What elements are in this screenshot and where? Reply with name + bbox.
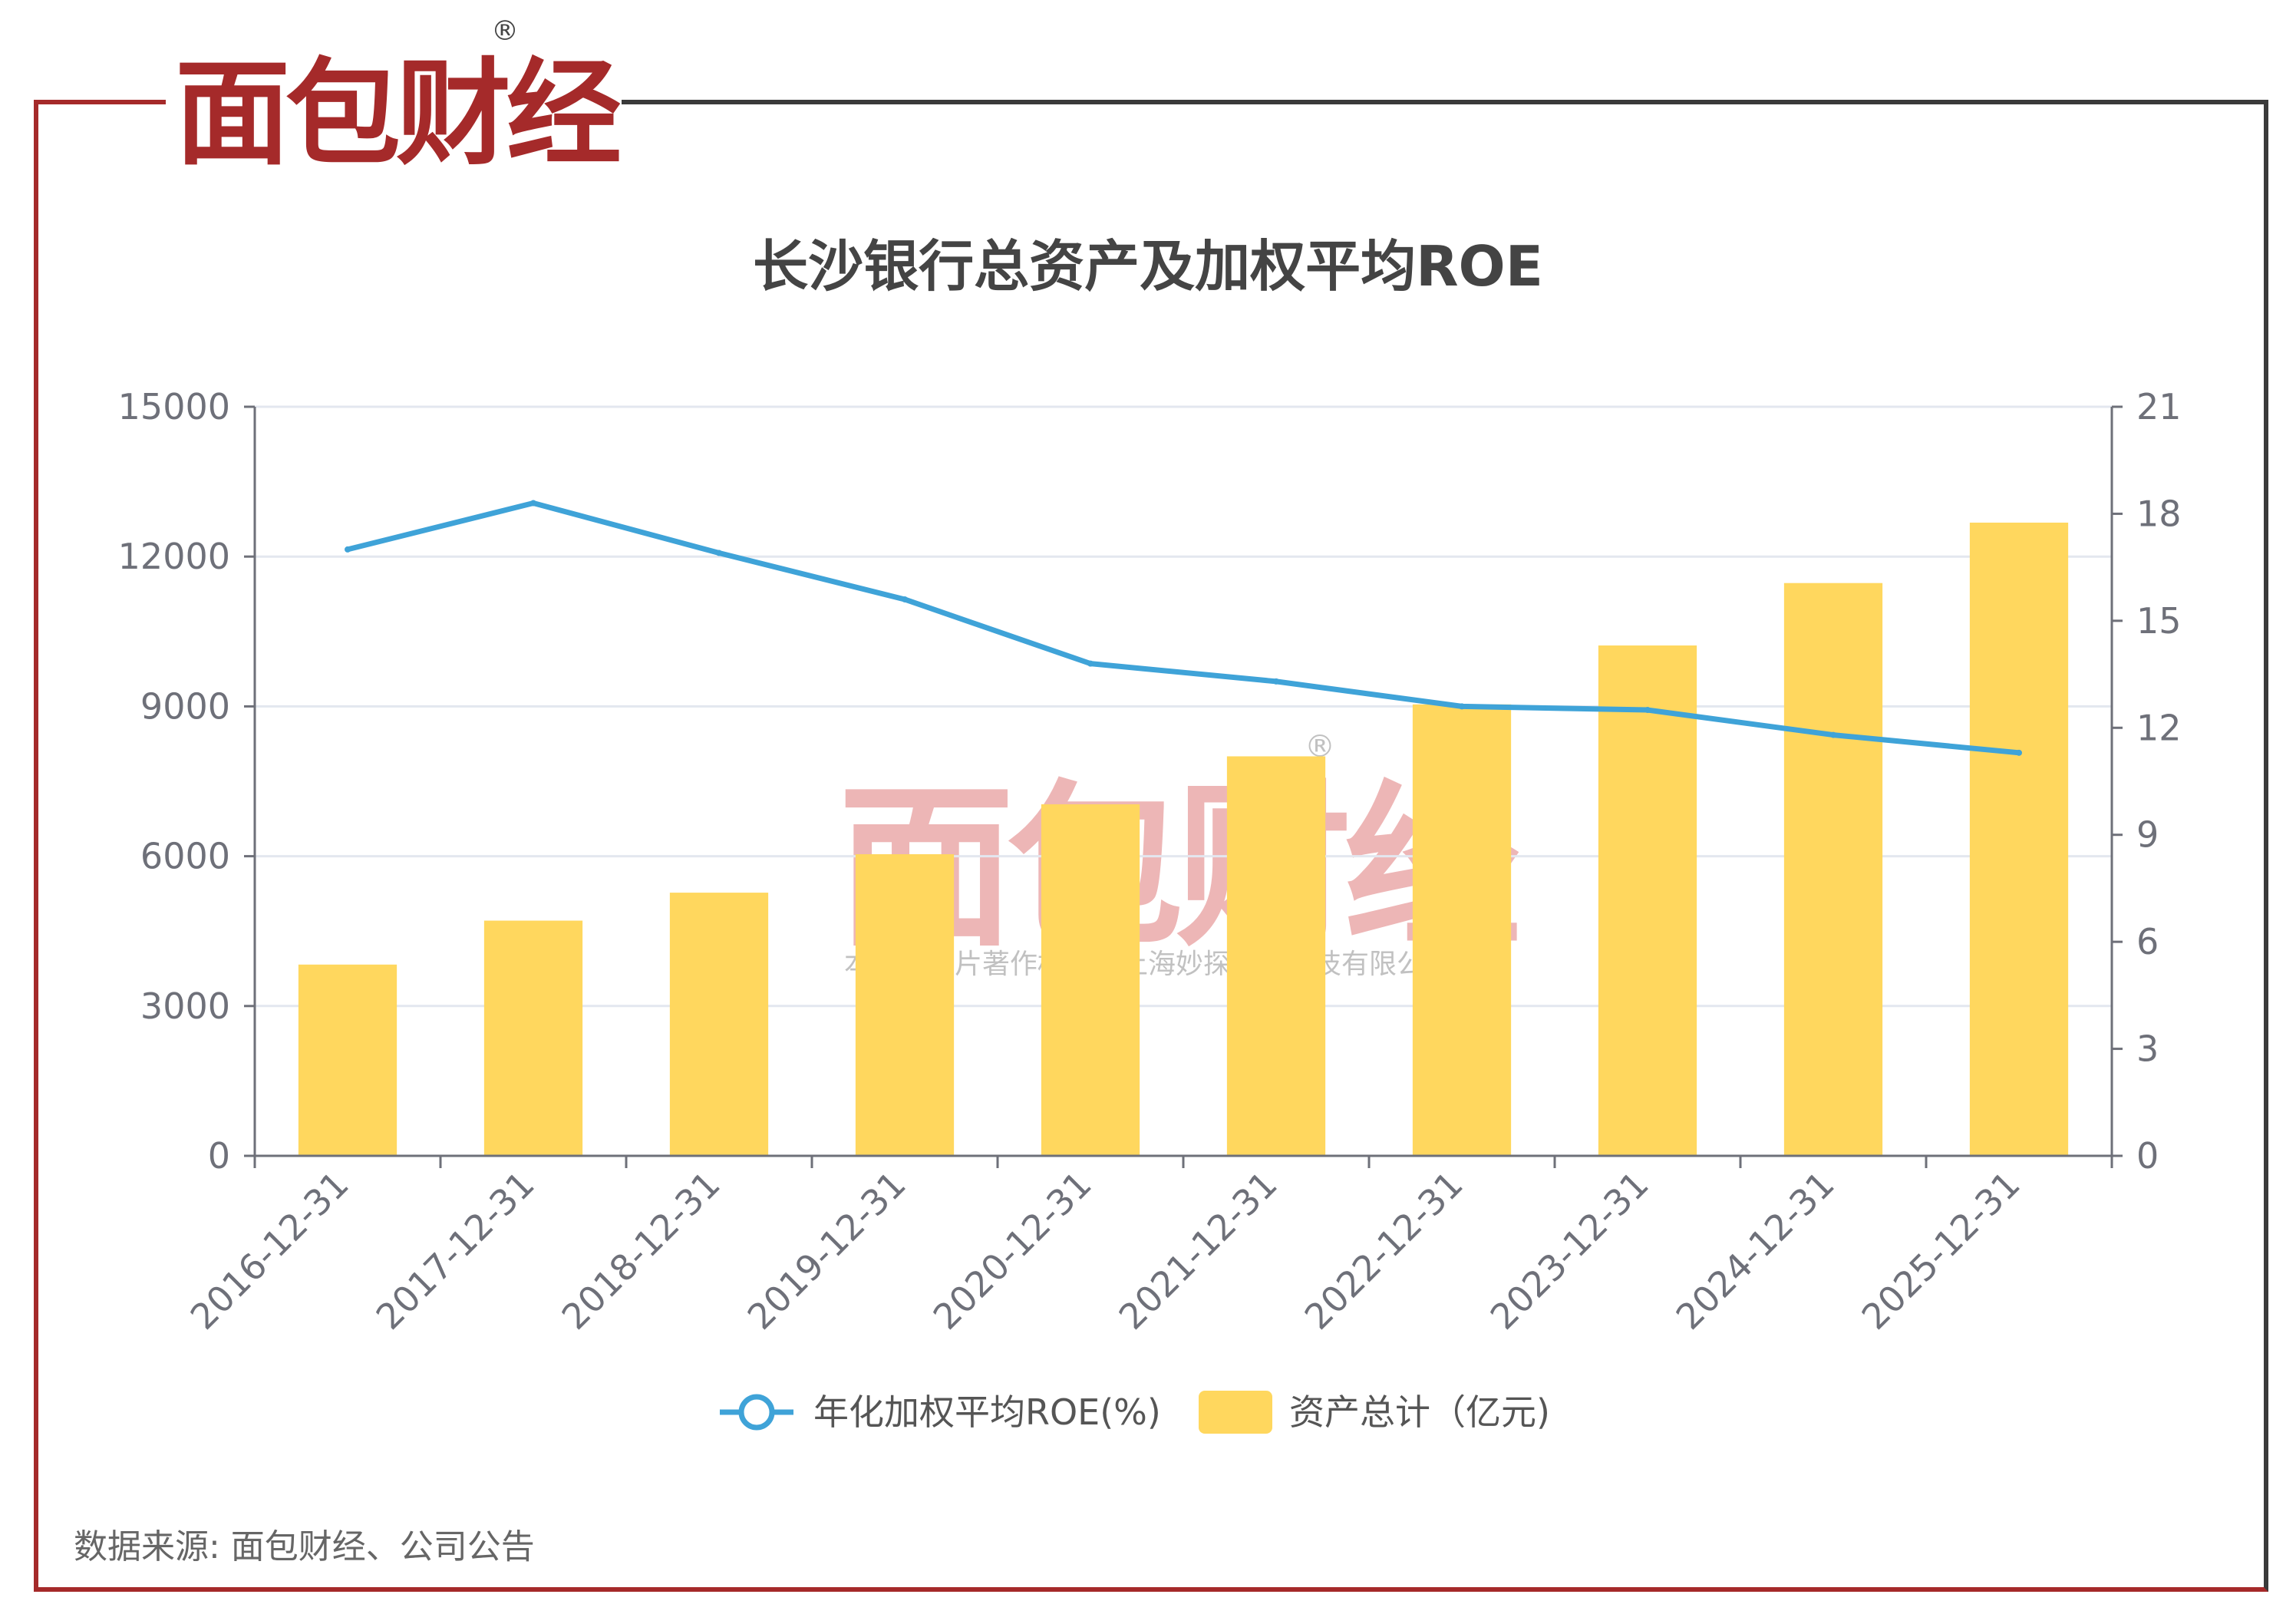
x-axis-labels: 2016-12-31 2017-12-31 2018-12-31 2019-12-31…: [183, 1164, 2028, 1338]
y-axis-right-labels: 0 3 6 9 12 15 18 21: [2136, 386, 2182, 1177]
frame-top-left-line: [34, 100, 166, 104]
registered-mark: ®: [491, 15, 519, 47]
legend-roe-label: 年化加权平均ROE(%): [813, 1391, 1161, 1433]
roe-point-2016-12-31[interactable]: [345, 546, 351, 553]
bar-2021-12-31[interactable]: [1226, 756, 1326, 1156]
axes: [244, 405, 2123, 1168]
x-label: 2025-12-31: [1854, 1164, 2028, 1338]
roe-point-2018-12-31[interactable]: [716, 550, 722, 556]
x-label: 2016-12-31: [183, 1164, 357, 1338]
brand-logo-text: 面包财经: [175, 48, 621, 181]
line-series: [345, 500, 2022, 756]
x-label: 2021-12-31: [1111, 1164, 1285, 1338]
x-label: 2023-12-31: [1483, 1164, 1657, 1338]
frame-top-right-line: [622, 100, 2268, 104]
y-right-label: 21: [2136, 386, 2182, 427]
roe-point-2017-12-31[interactable]: [530, 500, 536, 507]
legend-item-roe[interactable]: 年化加权平均ROE(%): [720, 1391, 1161, 1433]
roe-point-2023-12-31[interactable]: [1644, 707, 1651, 714]
y-left-label: 0: [208, 1135, 230, 1177]
roe-point-2024-12-31[interactable]: [1830, 731, 1836, 738]
roe-point-2022-12-31[interactable]: [1459, 703, 1465, 710]
y-right-label: 6: [2136, 921, 2159, 962]
bar-2016-12-31[interactable]: [298, 964, 398, 1156]
y-left-label: 9000: [140, 685, 230, 727]
y-left-label: 3000: [140, 985, 230, 1027]
x-label: 2017-12-31: [368, 1164, 543, 1338]
x-label: 2018-12-31: [554, 1164, 728, 1338]
bar-2025-12-31[interactable]: [1969, 522, 2069, 1156]
bar-2019-12-31[interactable]: [855, 853, 955, 1156]
y-right-label: 9: [2136, 814, 2159, 856]
y-left-label: 12000: [118, 536, 230, 577]
legend-assets-label: 资产总计（亿元): [1289, 1391, 1550, 1433]
chart-title: 长沙银行总资产及加权平均ROE: [753, 234, 1543, 299]
y-right-label: 15: [2136, 600, 2182, 642]
x-label: 2024-12-31: [1668, 1164, 1842, 1338]
chart-frame: [34, 100, 2268, 1592]
legend: 年化加权平均ROE(%) 资产总计（亿元): [720, 1391, 1550, 1434]
roe-point-2025-12-31[interactable]: [2016, 749, 2022, 756]
x-label: 2020-12-31: [925, 1164, 1100, 1338]
bar-2018-12-31[interactable]: [669, 893, 769, 1156]
legend-assets-swatch: [1199, 1391, 1272, 1434]
y-right-label: 12: [2136, 707, 2182, 748]
y-right-label: 0: [2136, 1135, 2159, 1177]
bar-2017-12-31[interactable]: [483, 920, 583, 1156]
bar-2023-12-31[interactable]: [1598, 645, 1697, 1156]
bar-2020-12-31[interactable]: [1041, 804, 1140, 1156]
source-note: 数据来源: 面包财经、公司公告: [74, 1527, 535, 1566]
x-label: 2022-12-31: [1297, 1164, 1471, 1338]
y-axis-left-labels: 0 3000 6000 9000 12000 15000: [118, 386, 230, 1177]
y-right-label: 18: [2136, 493, 2182, 534]
legend-item-assets[interactable]: 资产总计（亿元): [1199, 1391, 1550, 1434]
bar-2024-12-31[interactable]: [1783, 583, 1883, 1156]
x-label: 2019-12-31: [740, 1164, 914, 1338]
bar-series: [298, 522, 2069, 1156]
y-left-label: 15000: [118, 386, 230, 427]
roe-line: [347, 500, 2020, 756]
y-left-label: 6000: [140, 836, 230, 877]
y-right-label: 3: [2136, 1028, 2159, 1070]
roe-point-2019-12-31[interactable]: [902, 596, 908, 602]
roe-point-2020-12-31[interactable]: [1087, 660, 1094, 667]
legend-roe-marker: [738, 1394, 775, 1431]
bar-2022-12-31[interactable]: [1412, 704, 1512, 1156]
roe-point-2021-12-31[interactable]: [1273, 678, 1279, 685]
brand-logo: 面包财经 ®: [175, 15, 625, 181]
